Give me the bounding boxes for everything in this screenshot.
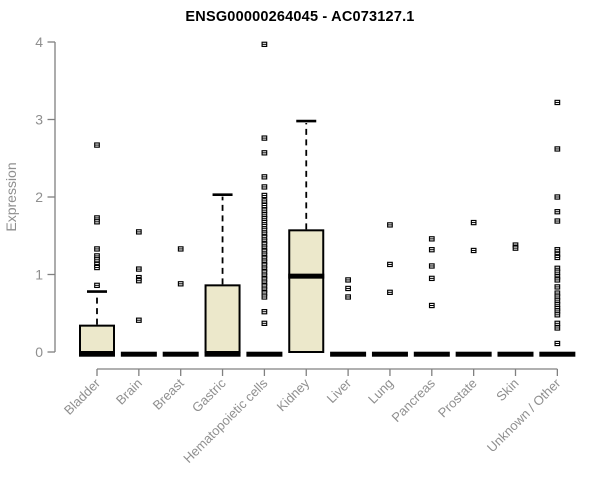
y-tick-label: 4 [35,34,43,50]
y-tick-label: 1 [35,266,43,282]
x-tick-label-pancreas: Pancreas [388,375,438,425]
median-line-bladder [79,351,115,357]
median-line-hematopoietic-cells [246,351,283,357]
y-tick-label: 2 [35,189,43,205]
box-kidney [288,229,325,353]
y-axis-title: Expression [3,162,19,231]
median-line-liver [330,351,367,357]
median-line-gastric [204,351,241,357]
x-tick-label-bladder: Bladder [61,375,104,418]
x-tick-label-unknown-other: Unknown / Other [484,375,564,455]
median-line-skin [497,351,534,357]
x-tick-label-breast: Breast [150,375,187,412]
median-line-brain [120,351,157,357]
x-tick-label-skin: Skin [493,376,521,404]
x-tick-label-brain: Brain [113,376,145,408]
y-tick-label: 0 [35,344,43,360]
median-line-unknown-other [539,351,576,357]
median-line-breast [162,351,199,357]
box-gastric [204,284,241,354]
median-line-pancreas [413,351,450,357]
median-line-lung [371,351,408,357]
x-tick-label-liver: Liver [324,375,355,406]
x-tick-label-lung: Lung [365,376,396,407]
x-tick-label-prostate: Prostate [435,376,480,421]
median-line-prostate [455,351,492,357]
box-bladder [79,324,115,353]
x-tick-label-kidney: Kidney [274,375,313,414]
median-line-kidney [288,273,325,279]
x-tick-label-gastric: Gastric [189,375,229,415]
y-tick-label: 3 [35,111,43,127]
chart-title: ENSG00000264045 - AC073127.1 [185,9,415,25]
